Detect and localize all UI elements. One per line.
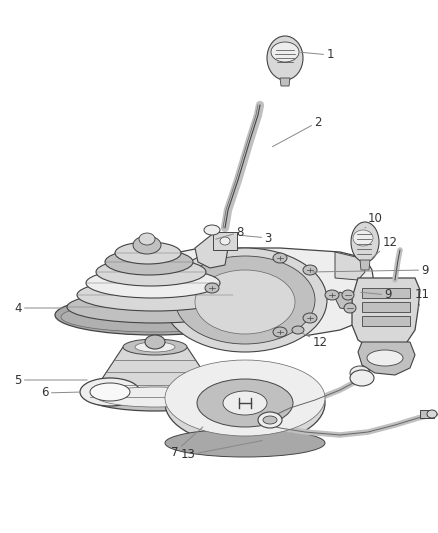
Ellipse shape bbox=[350, 366, 370, 380]
Ellipse shape bbox=[139, 233, 155, 245]
Bar bbox=[362, 302, 410, 312]
Ellipse shape bbox=[105, 249, 193, 275]
Bar bbox=[362, 288, 410, 298]
Bar bbox=[420, 410, 434, 418]
Ellipse shape bbox=[55, 295, 255, 335]
Ellipse shape bbox=[165, 429, 325, 457]
Ellipse shape bbox=[97, 387, 213, 407]
Ellipse shape bbox=[145, 335, 165, 349]
Text: 11: 11 bbox=[414, 288, 430, 308]
Ellipse shape bbox=[263, 416, 277, 424]
Ellipse shape bbox=[90, 383, 130, 401]
Ellipse shape bbox=[77, 279, 233, 311]
Text: 9: 9 bbox=[361, 288, 392, 302]
Polygon shape bbox=[148, 252, 178, 280]
Text: 1: 1 bbox=[301, 49, 334, 61]
Ellipse shape bbox=[344, 303, 356, 313]
Ellipse shape bbox=[351, 222, 379, 262]
Ellipse shape bbox=[204, 225, 220, 235]
Ellipse shape bbox=[267, 36, 303, 80]
Text: 10: 10 bbox=[365, 212, 382, 228]
Polygon shape bbox=[360, 260, 370, 270]
Ellipse shape bbox=[165, 361, 325, 445]
Bar bbox=[213, 232, 237, 250]
Text: 13: 13 bbox=[180, 441, 262, 462]
Text: 12: 12 bbox=[372, 236, 398, 258]
Ellipse shape bbox=[353, 230, 373, 246]
Text: 8: 8 bbox=[215, 225, 244, 239]
Ellipse shape bbox=[220, 237, 230, 245]
Polygon shape bbox=[335, 252, 365, 280]
Text: 5: 5 bbox=[14, 374, 87, 386]
Ellipse shape bbox=[123, 339, 187, 355]
Polygon shape bbox=[335, 292, 352, 310]
Ellipse shape bbox=[223, 391, 267, 415]
Ellipse shape bbox=[205, 283, 219, 293]
Ellipse shape bbox=[87, 383, 223, 411]
Text: 6: 6 bbox=[41, 386, 79, 400]
Ellipse shape bbox=[273, 253, 287, 263]
Ellipse shape bbox=[427, 410, 437, 418]
Text: 2: 2 bbox=[272, 116, 322, 147]
Polygon shape bbox=[358, 342, 415, 375]
Polygon shape bbox=[90, 347, 220, 397]
Ellipse shape bbox=[342, 290, 354, 300]
Ellipse shape bbox=[80, 378, 140, 406]
Polygon shape bbox=[195, 232, 228, 268]
Ellipse shape bbox=[175, 256, 315, 344]
Ellipse shape bbox=[258, 412, 282, 428]
Ellipse shape bbox=[67, 291, 243, 323]
Ellipse shape bbox=[61, 302, 249, 332]
Ellipse shape bbox=[133, 236, 161, 254]
Ellipse shape bbox=[86, 268, 220, 298]
Polygon shape bbox=[352, 278, 420, 350]
Polygon shape bbox=[143, 248, 375, 338]
Ellipse shape bbox=[350, 370, 374, 386]
Text: 12: 12 bbox=[303, 333, 328, 349]
Ellipse shape bbox=[135, 342, 175, 352]
Ellipse shape bbox=[96, 258, 206, 286]
Ellipse shape bbox=[325, 290, 339, 300]
Text: 4: 4 bbox=[14, 302, 62, 314]
Ellipse shape bbox=[271, 42, 299, 62]
Polygon shape bbox=[280, 78, 290, 86]
Text: 7: 7 bbox=[171, 427, 203, 458]
Ellipse shape bbox=[292, 326, 304, 334]
Bar bbox=[362, 316, 410, 326]
Ellipse shape bbox=[195, 270, 295, 334]
Text: 3: 3 bbox=[240, 231, 272, 245]
Ellipse shape bbox=[367, 350, 403, 366]
Ellipse shape bbox=[115, 242, 181, 264]
Ellipse shape bbox=[273, 327, 287, 337]
Text: 9: 9 bbox=[313, 263, 429, 277]
Ellipse shape bbox=[163, 248, 327, 352]
Ellipse shape bbox=[197, 379, 293, 427]
Ellipse shape bbox=[303, 265, 317, 275]
Ellipse shape bbox=[303, 313, 317, 323]
Ellipse shape bbox=[165, 360, 325, 436]
